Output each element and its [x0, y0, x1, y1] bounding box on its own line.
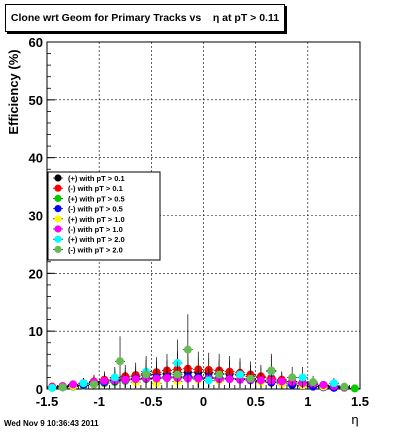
legend-label: (-) with pT > 1.0	[68, 225, 123, 234]
legend-label: (+) with pT > 0.1	[68, 174, 125, 183]
data-point	[256, 376, 265, 385]
y-tick-label: 40	[29, 151, 43, 166]
legend-marker	[54, 205, 62, 213]
legend-marker	[54, 215, 62, 223]
x-tick-label: -0.5	[140, 394, 162, 409]
x-tick-label: -1.5	[36, 394, 58, 409]
data-point	[183, 345, 192, 354]
data-point	[89, 380, 98, 389]
grid	[47, 42, 360, 389]
data-point	[100, 376, 109, 385]
data-point	[110, 373, 119, 382]
x-tick-label: 1.5	[351, 394, 369, 409]
data-point	[236, 370, 245, 379]
data-point	[267, 366, 276, 375]
tick-labels: -1.5 -1 -0.5 0 0.5 1 1.5 0 10 20 30 40 50 60	[29, 35, 370, 409]
legend-label: (-) with pT > 2.0	[68, 245, 123, 254]
x-axis-label: η	[351, 412, 358, 427]
legend-marker	[54, 225, 62, 233]
data-point	[277, 377, 286, 386]
legend-label: (+) with pT > 1.0	[68, 215, 125, 224]
data-point	[225, 375, 234, 384]
data-point	[142, 370, 151, 379]
x-tick-label: -1	[93, 394, 105, 409]
data-point	[204, 376, 213, 385]
data-point	[152, 374, 161, 383]
x-tick-label: 0	[200, 394, 207, 409]
y-tick-label: 0	[36, 382, 43, 397]
data-point	[350, 384, 359, 393]
data-point	[329, 379, 338, 388]
data-point	[288, 373, 297, 382]
x-tick-label: 0.5	[247, 394, 265, 409]
data-point	[340, 382, 349, 391]
data-point	[69, 380, 78, 389]
y-tick-label: 30	[29, 209, 43, 224]
legend-marker	[54, 174, 62, 182]
legend-label: (+) with pT > 0.5	[68, 194, 125, 203]
legend-label: (-) with pT > 0.1	[68, 184, 123, 193]
data-point	[309, 378, 318, 387]
legend-label: (-) with pT > 0.5	[68, 205, 123, 214]
legend-marker	[54, 235, 62, 243]
y-tick-label: 20	[29, 266, 43, 281]
data-point	[131, 375, 140, 384]
timestamp-footer: Wed Nov 9 10:36:43 2011	[4, 419, 99, 428]
legend-label: (+) with pT > 2.0	[68, 235, 125, 244]
data-point	[215, 370, 224, 379]
data-point	[194, 374, 203, 383]
data-point	[319, 380, 328, 389]
chart-title: Clone wrt Geom for Primary Tracks vs η a…	[5, 4, 285, 32]
data-point	[298, 373, 307, 382]
data-point	[173, 370, 182, 379]
y-tick-label: 60	[29, 35, 43, 50]
legend: (+) with pT > 0.1(-) with pT > 0.1(+) wi…	[47, 171, 161, 261]
legend-marker	[54, 245, 62, 253]
data-point	[121, 375, 130, 384]
y-tick-label: 50	[29, 93, 43, 108]
y-axis-label: Efficiency (%)	[6, 49, 21, 134]
data-point	[58, 383, 67, 392]
data-point	[79, 379, 88, 388]
data-point	[246, 374, 255, 383]
x-tick-label: 1	[304, 394, 311, 409]
y-tick-label: 10	[29, 324, 43, 339]
data-point	[162, 374, 171, 383]
legend-box	[47, 171, 161, 261]
legend-marker	[54, 194, 62, 202]
data-point	[48, 383, 57, 392]
series-group	[47, 314, 360, 393]
data-point	[116, 357, 125, 366]
series-8	[57, 314, 350, 392]
legend-marker	[54, 184, 62, 192]
